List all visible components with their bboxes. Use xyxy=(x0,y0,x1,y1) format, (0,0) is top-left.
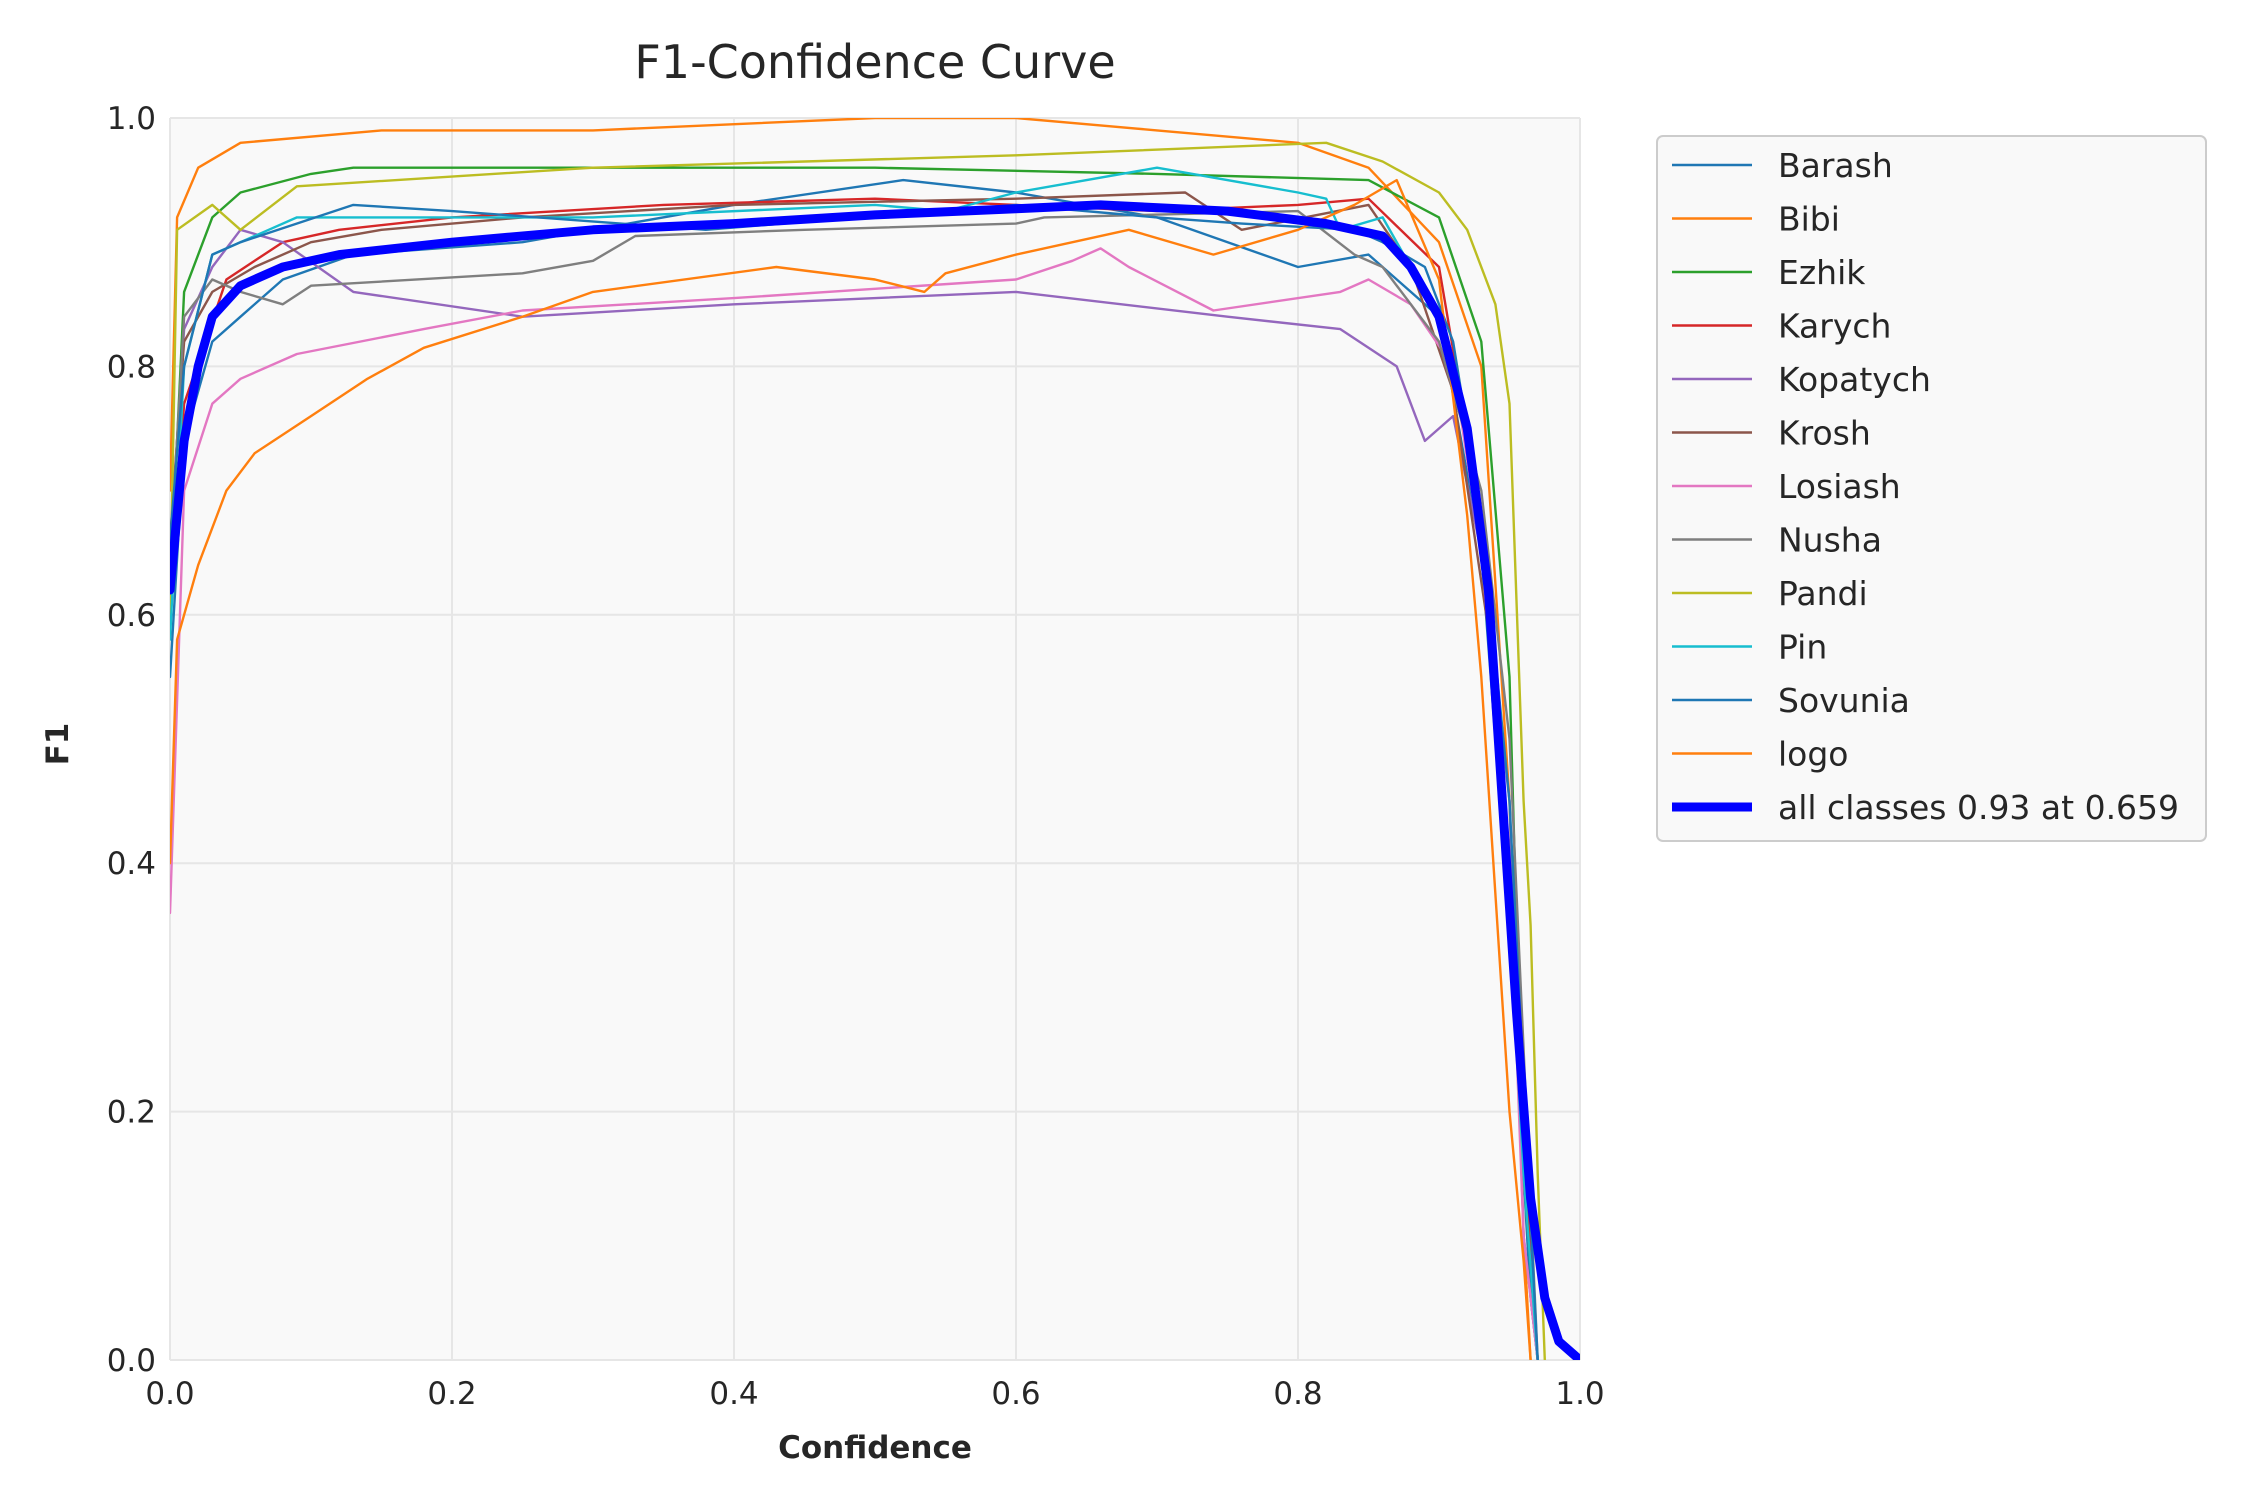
y-tick-label: 0.4 xyxy=(107,846,156,882)
series-line-bibi xyxy=(170,118,1532,1360)
legend-label-pandi: Pandi xyxy=(1778,574,1868,613)
legend-label-karych: Karych xyxy=(1778,307,1891,346)
series-line-pandi xyxy=(170,141,1547,1360)
plot-area xyxy=(170,118,1580,1360)
x-tick-label: 0.0 xyxy=(145,1376,194,1412)
series-line-ezhik xyxy=(170,166,1539,1360)
legend-box xyxy=(1656,135,2207,842)
x-tick-label: 0.2 xyxy=(427,1376,476,1412)
chart-title: F1-Confidence Curve xyxy=(634,35,1115,89)
x-tick-labels: 0.0 0.2 0.4 0.6 0.8 1.0 xyxy=(145,1376,1604,1412)
legend: Barash Bibi Ezhik Karych Kopatych Krosh Losias… xyxy=(1656,135,2207,842)
y-tick-labels: 0.0 0.2 0.4 0.6 0.8 1.0 xyxy=(107,101,156,1379)
grid xyxy=(169,117,1581,1361)
y-tick-label: 0.8 xyxy=(107,349,156,385)
x-axis-label: Confidence xyxy=(778,1430,972,1466)
legend-label-ezhik: Ezhik xyxy=(1778,253,1866,292)
legend-label-losiash: Losiash xyxy=(1778,467,1901,506)
legend-label-krosh: Krosh xyxy=(1778,414,1871,453)
series-line-all-classes-0-93-at-0-659 xyxy=(170,200,1580,1360)
series-layer xyxy=(170,118,1580,1360)
y-tick-label: 0.2 xyxy=(107,1095,156,1131)
legend-label-bibi: Bibi xyxy=(1778,200,1840,239)
legend-label-kopatych: Kopatych xyxy=(1778,360,1931,399)
legend-label-barash: Barash xyxy=(1778,146,1893,185)
legend-label-pin: Pin xyxy=(1778,628,1827,667)
legend-label-sovunia: Sovunia xyxy=(1778,681,1910,720)
legend-label-all-classes-0-93-at-0-659: all classes 0.93 at 0.659 xyxy=(1778,788,2179,827)
legend-label-nusha: Nusha xyxy=(1778,521,1882,560)
x-tick-label: 0.6 xyxy=(991,1376,1040,1412)
legend-label-logo: logo xyxy=(1778,735,1849,774)
y-tick-label: 1.0 xyxy=(107,101,156,137)
y-tick-label: 0.6 xyxy=(107,598,156,634)
x-tick-label: 0.8 xyxy=(1273,1376,1322,1412)
series-line-krosh xyxy=(170,191,1539,1360)
y-tick-label: 0.0 xyxy=(107,1343,156,1379)
y-axis-label: F1 xyxy=(40,723,76,766)
series-line-logo xyxy=(170,178,1532,1360)
x-tick-label: 0.4 xyxy=(709,1376,758,1412)
x-tick-label: 1.0 xyxy=(1555,1376,1604,1412)
